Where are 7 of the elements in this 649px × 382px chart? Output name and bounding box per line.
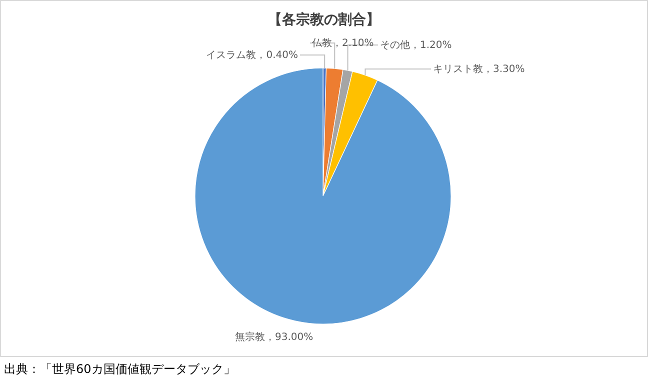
slice-label: キリスト教，3.30% bbox=[433, 64, 525, 75]
source-note: 出典：「世界60カ国価値観データブック」 bbox=[4, 362, 236, 376]
slice-label: その他，1.20% bbox=[380, 39, 452, 51]
slice-label: イスラム教，0.40% bbox=[206, 50, 298, 61]
slice-label: 仏教，2.10% bbox=[311, 38, 374, 49]
chart-title: 【各宗教の割合】 bbox=[268, 11, 380, 28]
slice-label: 無宗教，93.00% bbox=[235, 331, 314, 343]
